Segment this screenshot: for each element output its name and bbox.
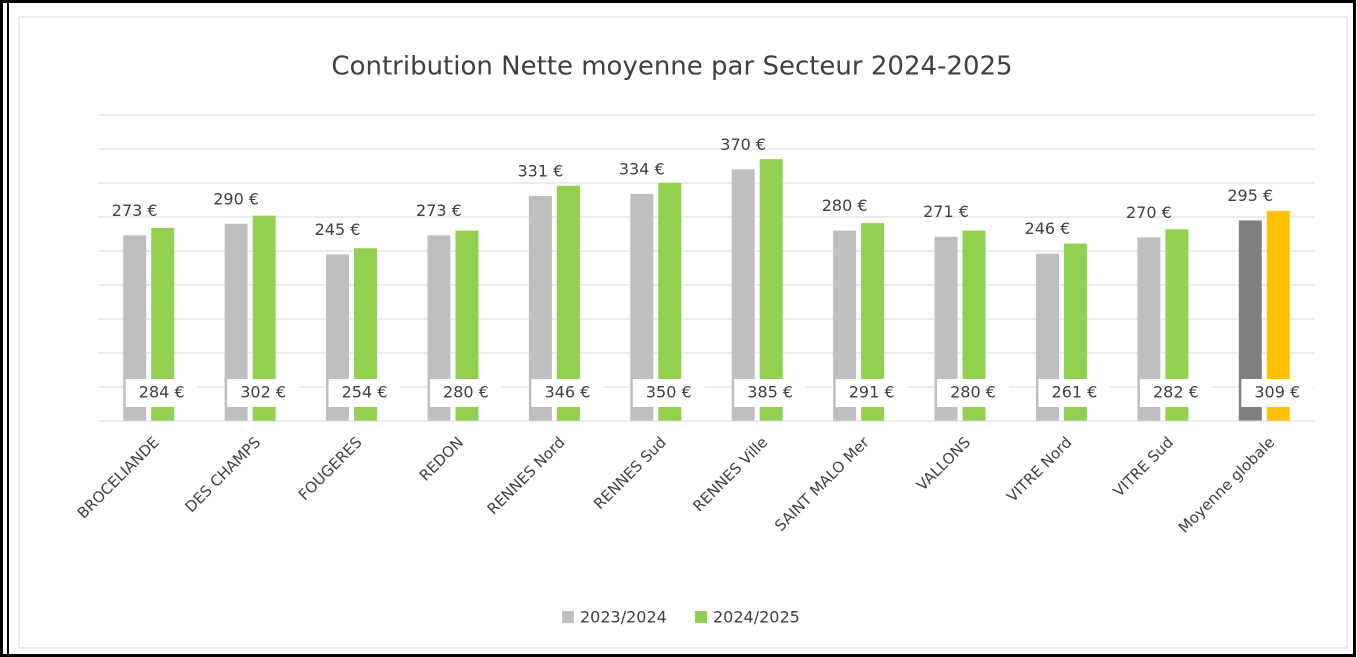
bar	[1238, 220, 1262, 421]
chart-title: Contribution Nette moyenne par Secteur 2…	[331, 52, 1012, 82]
data-label: 282 €	[1153, 383, 1199, 402]
bar	[528, 195, 552, 421]
data-label: 273 €	[416, 201, 462, 220]
data-label: 246 €	[1025, 219, 1071, 238]
data-label-box	[125, 379, 198, 407]
legend-label: 2024/2025	[713, 608, 800, 627]
bar	[731, 169, 755, 421]
data-label-box	[734, 379, 807, 407]
data-label: 271 €	[923, 202, 969, 221]
data-label: 273 €	[112, 201, 158, 220]
data-label: 346 €	[544, 383, 590, 402]
bar	[1137, 237, 1161, 421]
data-label-box	[328, 379, 401, 407]
data-label-box	[429, 379, 502, 407]
bar	[252, 215, 276, 421]
bar	[833, 230, 857, 421]
data-label: 280 €	[822, 196, 868, 215]
bar	[934, 236, 958, 421]
legend-label: 2023/2024	[580, 608, 667, 627]
data-label-box	[227, 379, 300, 407]
legend-swatch	[695, 611, 707, 623]
bar	[151, 227, 175, 421]
data-label: 254 €	[342, 383, 388, 402]
data-label: 331 €	[517, 161, 563, 180]
data-label-box	[531, 379, 604, 407]
chart-area	[18, 16, 1348, 649]
data-label: 370 €	[720, 135, 766, 154]
bar	[759, 159, 783, 421]
data-label-box	[1038, 379, 1111, 407]
legend-swatch	[562, 611, 574, 623]
data-label-box	[937, 379, 1010, 407]
data-label: 284 €	[139, 383, 185, 402]
data-label: 270 €	[1126, 203, 1172, 222]
bar	[630, 193, 654, 421]
data-label: 245 €	[315, 220, 361, 239]
data-label: 261 €	[1052, 383, 1098, 402]
data-label: 280 €	[950, 383, 996, 402]
data-label: 309 €	[1254, 383, 1300, 402]
bar	[224, 223, 248, 421]
data-label-box	[1139, 379, 1212, 407]
bar	[427, 235, 451, 421]
data-label: 350 €	[646, 383, 692, 402]
data-label-box	[632, 379, 705, 407]
bar	[1165, 229, 1189, 421]
bar	[1266, 210, 1290, 421]
data-label: 334 €	[619, 159, 665, 178]
data-label: 302 €	[240, 383, 286, 402]
data-label: 280 €	[443, 383, 489, 402]
data-label: 290 €	[213, 189, 259, 208]
bar	[658, 183, 682, 421]
bar	[962, 230, 986, 421]
bar	[556, 185, 580, 421]
bar	[1063, 243, 1087, 421]
data-label-box	[835, 379, 908, 407]
bar	[455, 230, 479, 421]
data-label: 291 €	[849, 383, 895, 402]
data-label: 385 €	[747, 383, 793, 402]
bar	[354, 248, 378, 421]
data-label: 295 €	[1227, 186, 1273, 205]
data-label-box	[1241, 379, 1314, 407]
bar	[123, 235, 147, 421]
bar	[861, 223, 885, 421]
